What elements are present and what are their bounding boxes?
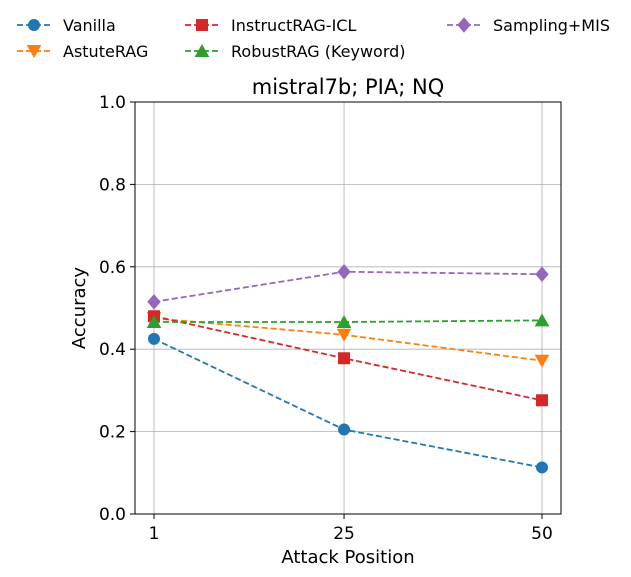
legend-marker <box>196 19 208 31</box>
legend-label: RobustRAG (Keyword) <box>231 42 406 61</box>
y-axis: 0.0 0.2 0.4 0.6 0.8 1.0 <box>99 93 135 525</box>
data-point <box>336 328 352 342</box>
legend-label: Vanilla <box>63 16 116 35</box>
x-tick-label: 25 <box>333 524 355 544</box>
y-tick-label: 1.0 <box>99 93 126 113</box>
x-tick-label: 1 <box>149 524 160 544</box>
legend-entry: InstructRAG-ICL <box>185 16 356 35</box>
series-0 <box>148 332 548 474</box>
x-axis-label: Attack Position <box>281 547 414 568</box>
legend-entry: Sampling+MIS <box>447 16 610 35</box>
data-point <box>338 423 351 436</box>
data-point <box>336 314 352 329</box>
series-line <box>153 270 543 303</box>
legend-entry: Vanilla <box>17 16 116 35</box>
y-tick-label: 0.8 <box>99 175 126 195</box>
data-point <box>148 332 160 345</box>
y-tick-label: 0.4 <box>99 340 126 360</box>
legend-label: AstuteRAG <box>63 42 148 61</box>
x-tick-label: 50 <box>531 524 553 544</box>
data-point <box>146 314 162 329</box>
legend-label: InstructRAG-ICL <box>231 16 356 35</box>
data-point <box>147 294 161 310</box>
data-point <box>337 263 351 280</box>
data-point <box>338 352 351 365</box>
legend: Vanilla AstuteRAG InstructRAG-ICL RobustRAG… <box>17 16 610 61</box>
data-point <box>536 461 548 474</box>
legend-marker <box>28 19 40 31</box>
legend-marker <box>26 45 42 59</box>
series-4 <box>147 263 549 310</box>
series-line <box>154 319 543 323</box>
legend-entry: RobustRAG (Keyword) <box>185 42 406 61</box>
plot-area-frame <box>134 101 562 515</box>
y-tick-label: 0.2 <box>99 423 126 443</box>
data-point <box>536 394 548 407</box>
series-group <box>146 263 550 474</box>
y-tick-label: 0.0 <box>99 505 126 525</box>
grid <box>135 101 561 515</box>
legend-label: Sampling+MIS <box>493 16 610 35</box>
series-3 <box>146 313 550 329</box>
legend-marker <box>194 43 210 57</box>
data-point <box>534 354 550 368</box>
legend-entry: AstuteRAG <box>17 42 148 61</box>
data-point <box>534 313 550 327</box>
data-point <box>535 266 549 282</box>
chart-title: mistral7b; PIA; NQ <box>252 75 444 99</box>
x-axis: 1 25 50 <box>149 514 553 544</box>
y-tick-label: 0.6 <box>99 258 126 278</box>
legend-marker <box>457 17 471 33</box>
y-axis-label: Accuracy <box>69 267 90 350</box>
